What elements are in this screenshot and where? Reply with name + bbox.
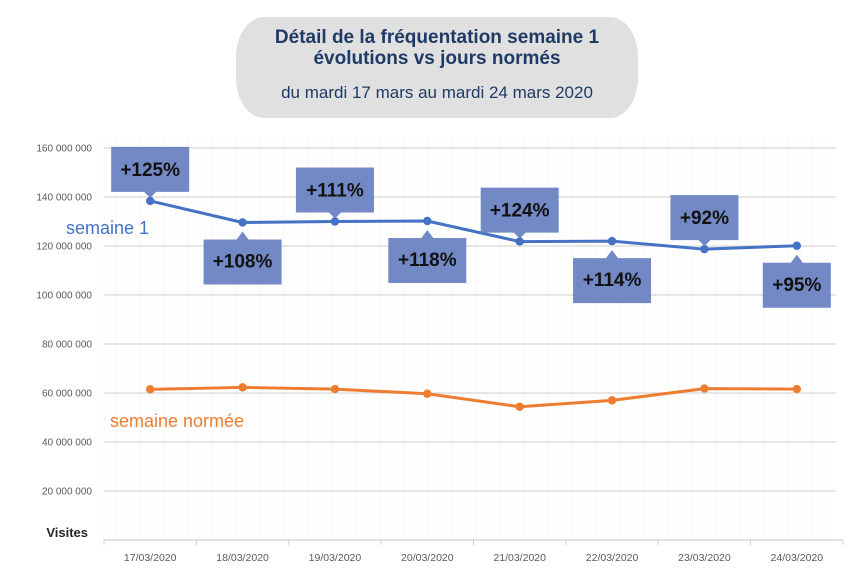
title-box: Détail de la fréquentation semaine 1 évo…: [236, 17, 638, 118]
callout-box: [295, 167, 374, 219]
callout-label: +111%: [306, 181, 364, 202]
data-point: [607, 236, 617, 246]
callout: +118%: [388, 230, 467, 284]
series-line: [150, 385, 797, 409]
y-tick-label: 100 000 000: [36, 291, 92, 302]
callout-box: [480, 187, 559, 239]
callout-label: +125%: [120, 160, 180, 181]
data-point: [792, 241, 802, 250]
data-point: [515, 402, 524, 411]
callout-box: [762, 254, 831, 308]
callout: +114%: [573, 250, 652, 304]
callout: +111%: [295, 167, 374, 219]
series-semaine-1: [145, 196, 802, 254]
callout-label: +108%: [213, 251, 273, 272]
x-tick-label: 19/03/2020: [309, 552, 362, 564]
y-tick-label: 40 000 000: [42, 438, 92, 449]
data-point: [700, 384, 709, 393]
y-tick-label: 60 000 000: [42, 389, 92, 400]
data-point: [330, 217, 340, 226]
callout: +108%: [203, 231, 282, 285]
callout-box: [203, 231, 282, 285]
x-tick-label: 18/03/2020: [216, 552, 269, 564]
x-tick-label: 17/03/2020: [124, 552, 177, 564]
chart-subtitle: du mardi 17 mars au mardi 24 mars 2020: [281, 83, 593, 102]
callout-box: [388, 230, 467, 284]
y-tick-label: 160 000 000: [36, 144, 92, 155]
callouts: +125% +108% +111% +118% +124% +114% +92% +95%: [111, 146, 831, 308]
callout-box: [111, 146, 190, 198]
data-point: [238, 383, 247, 392]
y-axis-label: Visites: [46, 525, 88, 540]
data-point: [423, 216, 432, 226]
series-line: [149, 199, 797, 251]
y-tick-label: 80 000 000: [42, 340, 92, 351]
callout: +124%: [480, 187, 559, 239]
callout-box: [670, 195, 739, 247]
callout-label: +124%: [490, 201, 550, 222]
y-tick-label: 20 000 000: [42, 487, 92, 498]
x-axis: 17/03/2020 18/03/2020 19/03/2020 20/03/2020…: [103, 539, 844, 564]
callout-box: [573, 250, 652, 304]
callout: +92%: [670, 195, 739, 247]
callout: +125%: [111, 146, 190, 198]
data-point: [145, 385, 155, 394]
data-point: [700, 244, 709, 254]
data-point: [330, 384, 340, 394]
series-label-semaine-1: semaine 1: [66, 218, 149, 238]
callout-label: +92%: [680, 208, 729, 229]
y-tick-label: 120 000 000: [36, 242, 92, 253]
x-tick-label: 21/03/2020: [493, 552, 546, 564]
series-label-semaine-normee: semaine normée: [110, 411, 244, 431]
callout-label: +95%: [772, 275, 821, 296]
callout: +95%: [762, 254, 831, 308]
x-tick-label: 20/03/2020: [401, 552, 454, 564]
x-tick-label: 23/03/2020: [678, 552, 731, 564]
series-semaine-normee: [145, 383, 802, 411]
data-point: [792, 384, 802, 394]
chart-title-line1: Détail de la fréquentation semaine 1: [274, 27, 600, 48]
callout-label: +118%: [398, 250, 457, 271]
data-point: [607, 396, 617, 405]
x-tick-label: 24/03/2020: [771, 552, 824, 564]
data-point: [145, 196, 155, 206]
data-point: [515, 237, 524, 246]
data-point: [238, 218, 247, 227]
data-point: [423, 389, 432, 398]
callout-label: +114%: [583, 270, 642, 291]
y-tick-label: 140 000 000: [36, 193, 92, 204]
chart-title-line2: évolutions vs jours normés: [313, 48, 561, 69]
x-tick-label: 22/03/2020: [586, 552, 639, 564]
